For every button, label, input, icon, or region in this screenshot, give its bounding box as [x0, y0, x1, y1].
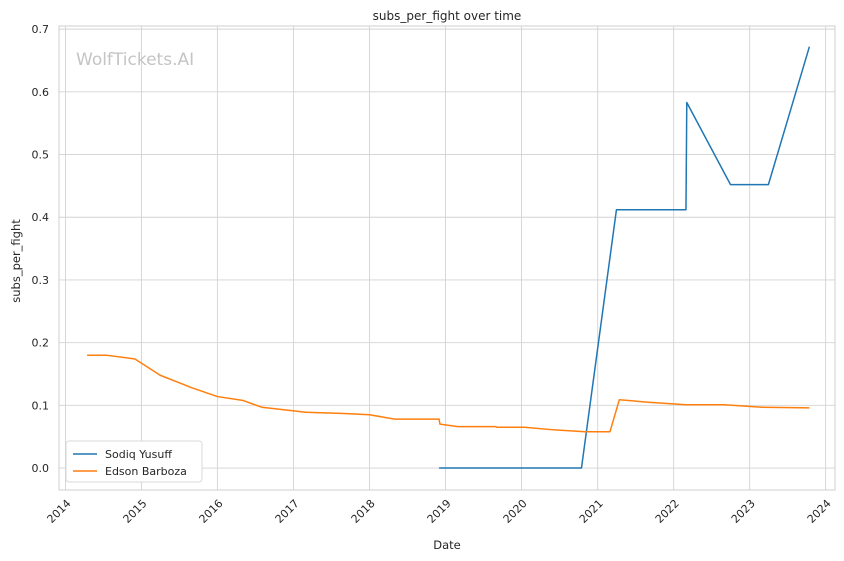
series-line-1 [439, 46, 811, 469]
x-tick-label: 2020 [501, 497, 530, 526]
y-tick-label: 0.4 [32, 211, 50, 224]
y-tick-label: 0.7 [32, 23, 50, 36]
y-tick-label: 0.1 [32, 399, 50, 412]
x-tick-label: 2021 [577, 497, 606, 526]
x-tick-label: 2019 [425, 497, 454, 526]
x-axis-label: Date [433, 538, 461, 552]
x-tick-label: 2017 [273, 497, 302, 526]
y-tick-label: 0.3 [32, 274, 50, 287]
x-tick-label: 2022 [653, 497, 682, 526]
y-tick-label: 0.2 [32, 337, 50, 350]
y-tick-label: 0.5 [32, 149, 50, 162]
x-tick-label: 2015 [121, 497, 150, 526]
series-line-2 [87, 354, 810, 433]
y-tick-label: 0.0 [32, 462, 50, 475]
y-tick-labels: 0.0 0.1 0.2 0.3 0.4 0.5 0.6 0.7 [32, 23, 50, 475]
legend-box [65, 440, 203, 483]
x-tick-label: 2024 [805, 497, 834, 526]
y-axis-label: subs_per_fight [9, 219, 23, 303]
x-tick-labels: 2014 2015 2016 2017 2018 2019 2020 2021 2022 2023… [45, 497, 834, 526]
x-tick-label: 2014 [45, 497, 74, 526]
legend-label: Sodiq Yusuff [105, 448, 172, 461]
x-tick-label: 2018 [349, 497, 378, 526]
y-tick-label: 0.6 [32, 86, 50, 99]
legend-label: Edson Barboza [105, 465, 187, 478]
x-tick-label: 2016 [197, 497, 226, 526]
watermark: WolfTickets.AI [76, 50, 194, 70]
series-layer [87, 46, 811, 469]
grid [59, 26, 835, 490]
plot-frame [58, 25, 836, 491]
legend: Sodiq Yusuff Edson Barboza [65, 440, 203, 483]
chart-title: subs_per_fight over time [373, 9, 522, 23]
x-tick-label: 2023 [729, 497, 758, 526]
